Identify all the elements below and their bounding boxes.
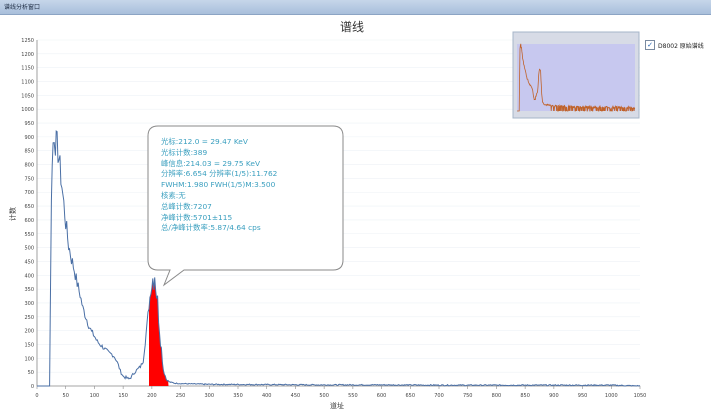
callout-line: 光标计数:389 bbox=[161, 147, 208, 157]
x-tick-label: 650 bbox=[406, 393, 416, 399]
y-tick-label: 0 bbox=[31, 384, 34, 390]
y-tick-label: 300 bbox=[24, 301, 34, 307]
x-tick-label: 50 bbox=[63, 393, 69, 399]
y-tick-label: 650 bbox=[24, 204, 34, 210]
y-tick-label: 600 bbox=[24, 218, 34, 224]
x-tick-label: 250 bbox=[176, 393, 186, 399]
x-tick-label: 900 bbox=[549, 393, 559, 399]
legend-checkbox[interactable]: ✓ bbox=[645, 40, 655, 50]
legend-series-label: D8002 原始谱线 bbox=[658, 42, 704, 50]
y-tick-label: 450 bbox=[24, 259, 34, 265]
y-tick-label: 1100 bbox=[21, 80, 34, 86]
y-tick-label: 400 bbox=[24, 273, 34, 279]
chart-title: 谱线 bbox=[340, 20, 364, 34]
overview-thumbnail[interactable] bbox=[512, 31, 640, 119]
y-tick-label: 850 bbox=[24, 149, 34, 155]
x-tick-label: 850 bbox=[520, 393, 530, 399]
overview-series-line bbox=[517, 43, 636, 112]
x-tick-label: 600 bbox=[377, 393, 387, 399]
y-tick-label: 750 bbox=[24, 176, 34, 182]
callout-line: 核素:无 bbox=[161, 190, 186, 200]
x-tick-label: 1050 bbox=[634, 393, 647, 399]
callout-line: FWHM:1.980 FWH(1/5)M:3.500 bbox=[161, 180, 276, 190]
y-tick-label: 900 bbox=[24, 135, 34, 141]
x-tick-label: 700 bbox=[434, 393, 444, 399]
x-tick-labels: 0 50 100 150 200 250 300 350 400 450 500 550 600 650 7… bbox=[35, 386, 646, 399]
callout-line: 总/净峰计数率:5.87/4.64 cps bbox=[161, 223, 261, 233]
y-tick-label: 100 bbox=[24, 356, 34, 362]
x-tick-label: 500 bbox=[319, 393, 329, 399]
y-tick-label: 950 bbox=[24, 121, 34, 127]
legend: ✓ D8002 原始谱线 bbox=[645, 40, 704, 50]
callout-line: 分辨率:6.654 分辨率(1/5):11.762 bbox=[161, 169, 278, 179]
y-tick-label: 550 bbox=[24, 232, 34, 238]
x-tick-label: 200 bbox=[147, 393, 157, 399]
y-tick-label: 250 bbox=[24, 315, 34, 321]
y-tick-label: 700 bbox=[24, 190, 34, 196]
callout-line: 净峰计数:5701±115 bbox=[161, 212, 233, 222]
spectrum-chart: 0501001502002503003504004505005506006507… bbox=[8, 20, 646, 410]
y-tick-label: 200 bbox=[24, 329, 34, 335]
y-tick-label: 1150 bbox=[21, 66, 34, 72]
spectrum-series-line bbox=[37, 130, 641, 387]
y-axis-label: 计数 bbox=[8, 207, 17, 221]
y-tick-label: 1200 bbox=[21, 52, 34, 58]
x-axis-label: 道址 bbox=[330, 401, 344, 410]
y-tick-label: 500 bbox=[24, 246, 34, 252]
x-tick-label: 150 bbox=[118, 393, 128, 399]
x-tick-label: 400 bbox=[262, 393, 272, 399]
x-tick-label: 350 bbox=[233, 393, 243, 399]
y-tick-label: 1050 bbox=[21, 93, 34, 99]
peak-area bbox=[149, 277, 169, 386]
x-tick-label: 750 bbox=[463, 393, 473, 399]
window-titlebar: 谱线分析窗口 bbox=[0, 0, 711, 15]
x-tick-label: 300 bbox=[205, 393, 215, 399]
y-tick-label: 50 bbox=[28, 370, 34, 376]
y-tick-label: 1250 bbox=[21, 38, 34, 44]
callout-line: 光标:212.0 = 29.47 KeV bbox=[161, 137, 248, 146]
window-title: 谱线分析窗口 bbox=[4, 4, 41, 11]
y-tick-label: 350 bbox=[24, 287, 34, 293]
peak-info-text: 光标:212.0 = 29.47 KeV 光标计数:389 峰信息:214.03 =… bbox=[161, 137, 277, 234]
x-tick-label: 950 bbox=[578, 393, 588, 399]
peak-info-callout bbox=[147, 125, 344, 287]
x-tick-label: 450 bbox=[291, 393, 301, 399]
x-tick-label: 550 bbox=[348, 393, 358, 399]
callout-line: 总峰计数:7207 bbox=[161, 201, 212, 211]
x-tick-label: 100 bbox=[90, 393, 100, 399]
x-tick-label: 1000 bbox=[605, 393, 618, 399]
callout-line: 峰信息:214.03 = 29.75 KeV bbox=[161, 158, 261, 168]
y-tick-labels: 0 50 100 150 200 250 300 350 400 450 500 550 600 650 7… bbox=[21, 38, 34, 390]
y-tick-label: 150 bbox=[24, 342, 34, 348]
y-tick-label: 800 bbox=[24, 163, 34, 169]
x-tick-label: 800 bbox=[492, 393, 502, 399]
y-tick-label: 1000 bbox=[21, 107, 34, 113]
x-tick-label: 0 bbox=[35, 393, 38, 399]
